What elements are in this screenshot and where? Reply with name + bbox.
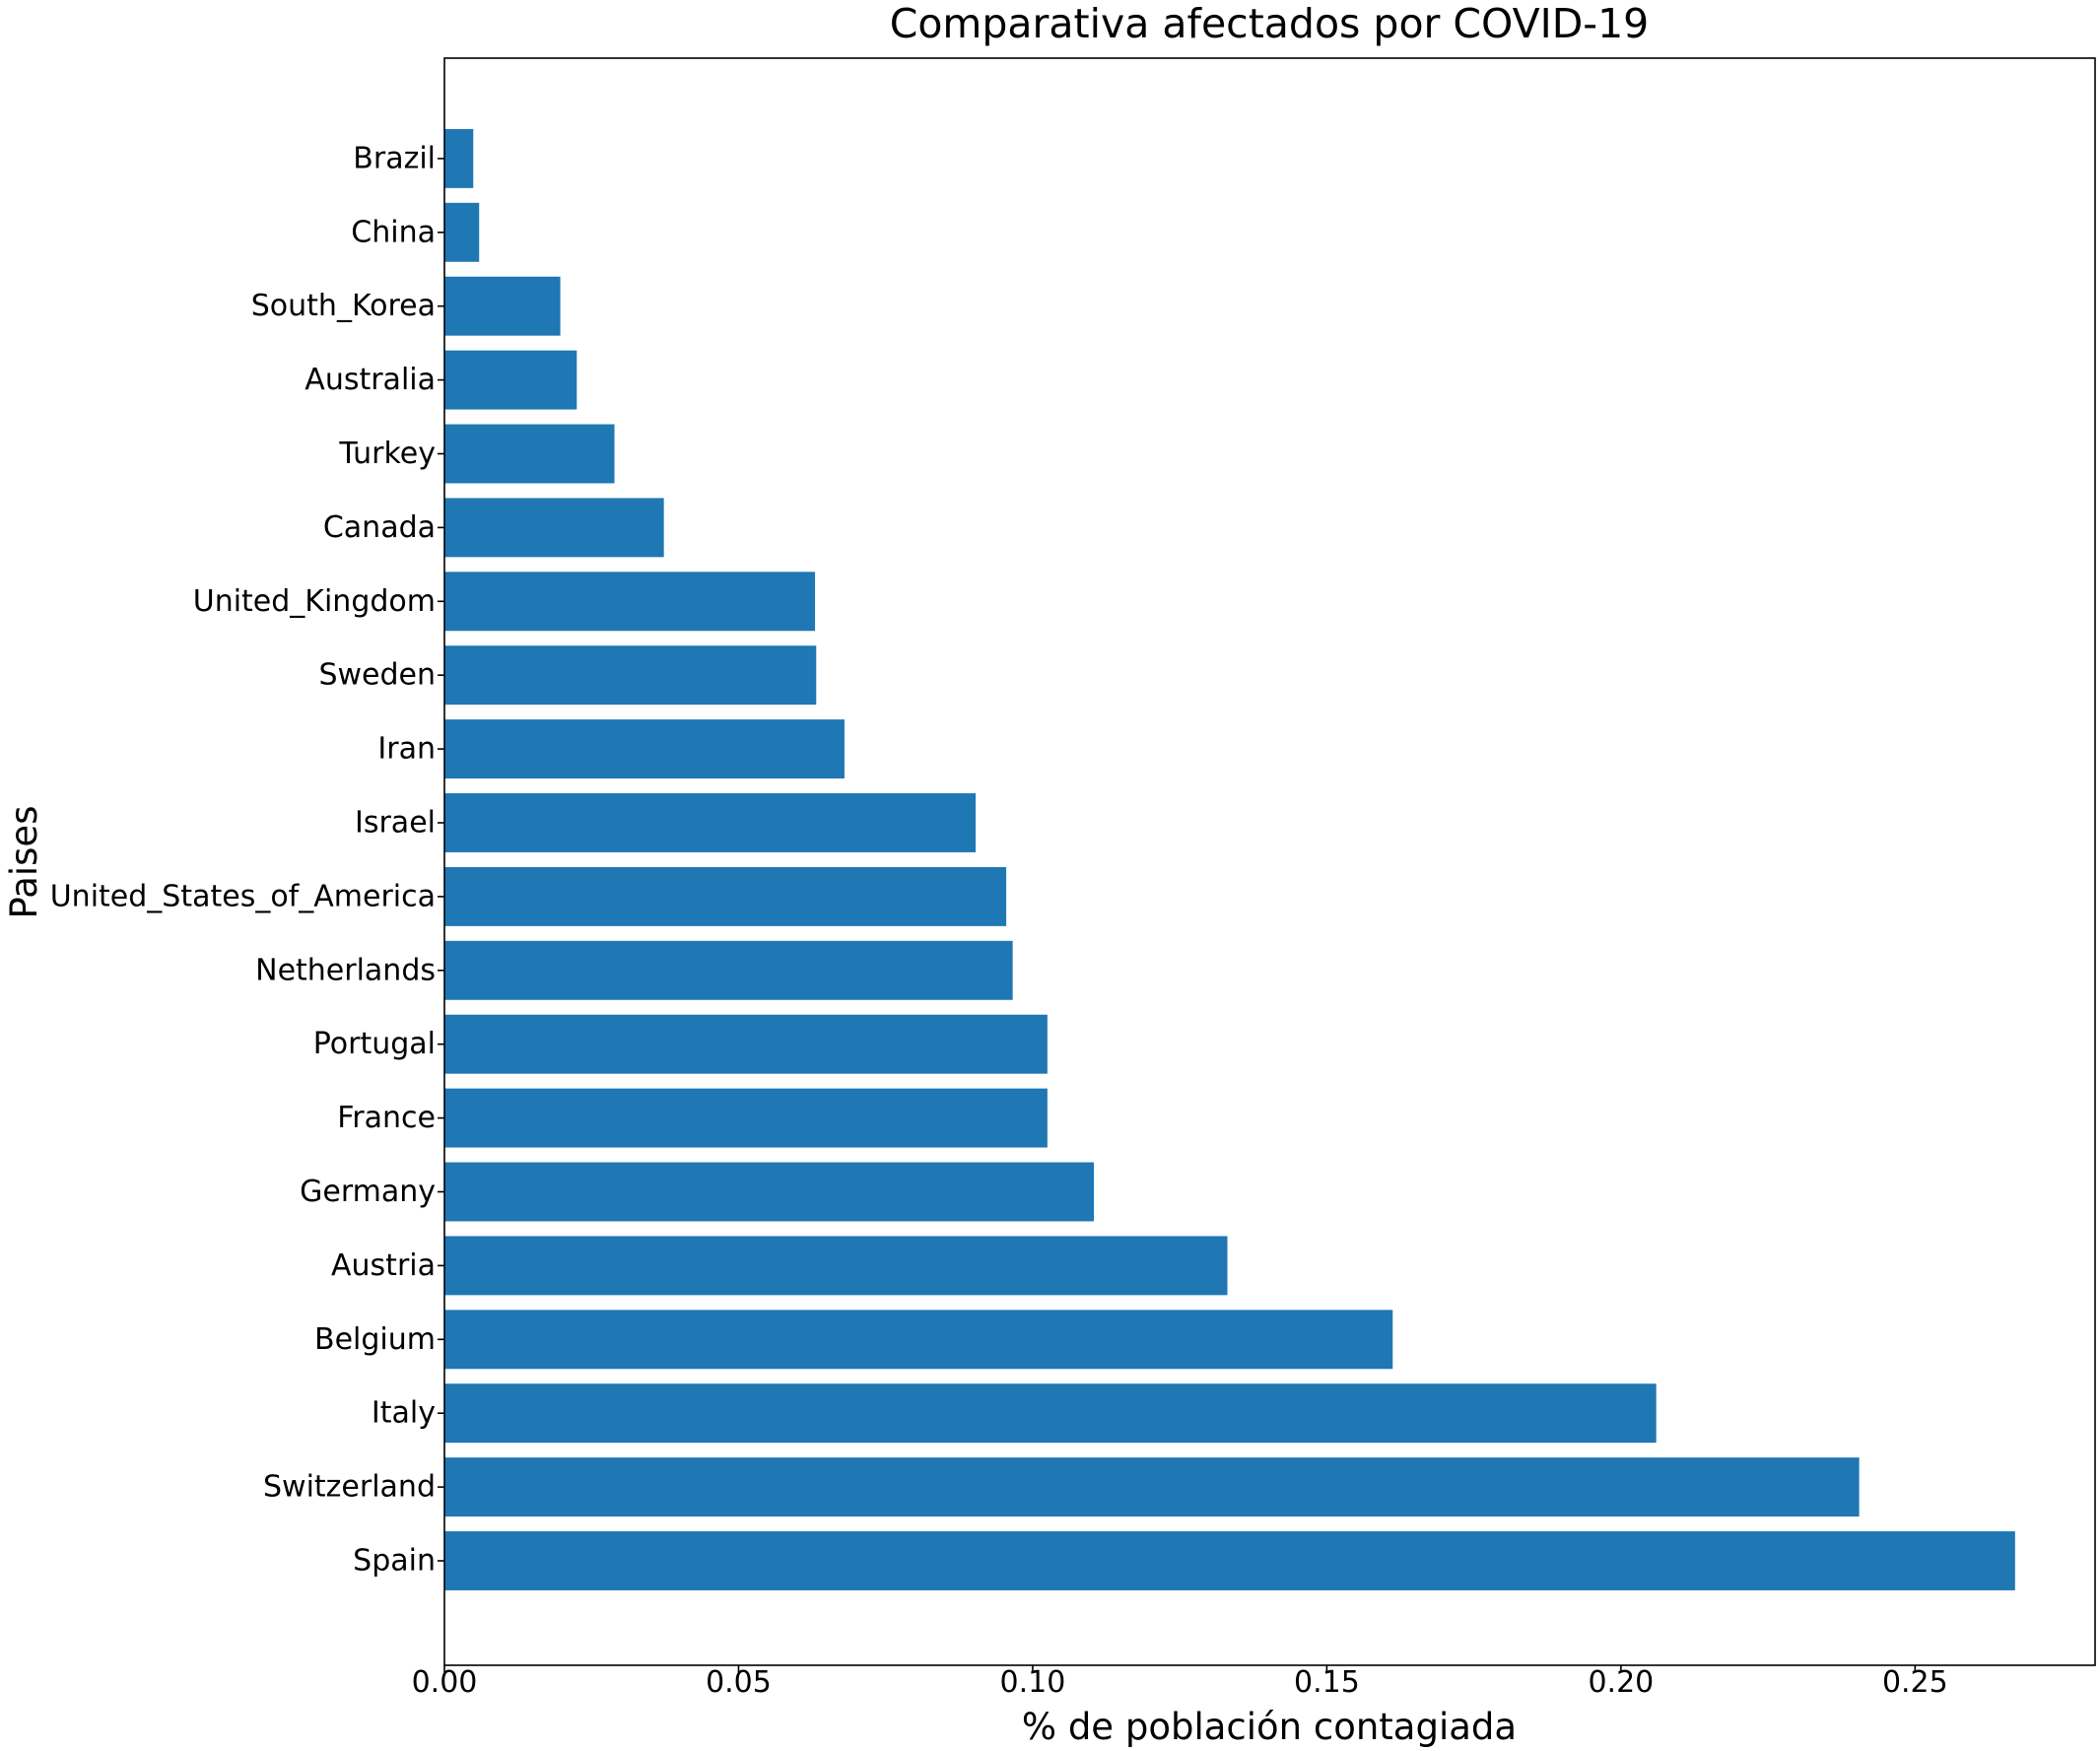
y-tick-label-australia: Australia xyxy=(305,363,436,397)
y-tick-label-austria: Austria xyxy=(331,1248,436,1283)
y-tick-label-south-korea: South_Korea xyxy=(251,289,436,323)
x-tick-label: 0.15 xyxy=(1294,1665,1360,1700)
y-tick-label-iran: Iran xyxy=(377,732,436,767)
bars-group xyxy=(444,128,2015,1590)
y-tick-label-sweden: Sweden xyxy=(318,658,436,693)
y-tick-label-united-states-of-america: United_States_of_America xyxy=(50,879,436,913)
y-tick-label-france: France xyxy=(337,1101,436,1135)
x-tick-label: 0.00 xyxy=(412,1665,478,1700)
y-tick-label-germany: Germany xyxy=(300,1175,436,1209)
bar-australia xyxy=(444,350,577,410)
x-tick-label: 0.05 xyxy=(706,1665,772,1700)
bar-belgium xyxy=(444,1310,1393,1370)
y-tick-label-belgium: Belgium xyxy=(314,1322,436,1357)
y-axis-ticks: Spain Switzerland Italy Belgium Austria Germa… xyxy=(50,141,444,1579)
y-tick-label-china: China xyxy=(351,215,436,249)
bar-portugal xyxy=(444,1014,1048,1074)
y-tick-label-brazil: Brazil xyxy=(353,141,436,175)
bar-france xyxy=(444,1088,1048,1148)
y-tick-label-turkey: Turkey xyxy=(338,437,436,471)
x-axis-ticks: 0.00 0.05 0.10 0.15 0.20 0.25 xyxy=(412,1665,1948,1700)
bar-canada xyxy=(444,498,664,558)
x-axis-label: % de población contagiada xyxy=(1022,1706,1517,1748)
bar-italy xyxy=(444,1383,1657,1444)
y-tick-label-portugal: Portugal xyxy=(313,1027,436,1061)
bar-switzerland xyxy=(444,1457,1860,1517)
y-tick-label-canada: Canada xyxy=(323,510,436,545)
bar-spain xyxy=(444,1531,2015,1590)
y-tick-label-italy: Italy xyxy=(372,1396,436,1431)
bar-netherlands xyxy=(444,940,1013,1000)
bar-israel xyxy=(444,793,977,852)
y-axis-label: Paises xyxy=(3,806,45,919)
y-tick-label-switzerland: Switzerland xyxy=(263,1470,436,1505)
bar-sweden xyxy=(444,645,817,706)
bar-south-korea xyxy=(444,276,561,336)
bar-turkey xyxy=(444,424,615,484)
bar-iran xyxy=(444,719,845,779)
y-tick-label-spain: Spain xyxy=(353,1544,436,1579)
chart-title: Comparativa afectados por COVID-19 xyxy=(890,0,1650,47)
bar-united-states-of-america xyxy=(444,866,1007,926)
x-tick-label: 0.20 xyxy=(1588,1665,1654,1700)
bar-united-kingdom xyxy=(444,572,816,632)
bar-brazil xyxy=(444,128,474,188)
y-tick-label-united-kingdom: United_Kingdom xyxy=(193,584,436,619)
x-tick-label: 0.10 xyxy=(1000,1665,1066,1700)
bar-germany xyxy=(444,1162,1095,1222)
bar-austria xyxy=(444,1236,1228,1296)
plot-frame xyxy=(443,57,2096,1666)
bar-china xyxy=(444,202,480,262)
x-tick-label: 0.25 xyxy=(1882,1665,1948,1700)
y-tick-label-israel: Israel xyxy=(355,806,436,841)
y-tick-label-netherlands: Netherlands xyxy=(255,953,436,987)
